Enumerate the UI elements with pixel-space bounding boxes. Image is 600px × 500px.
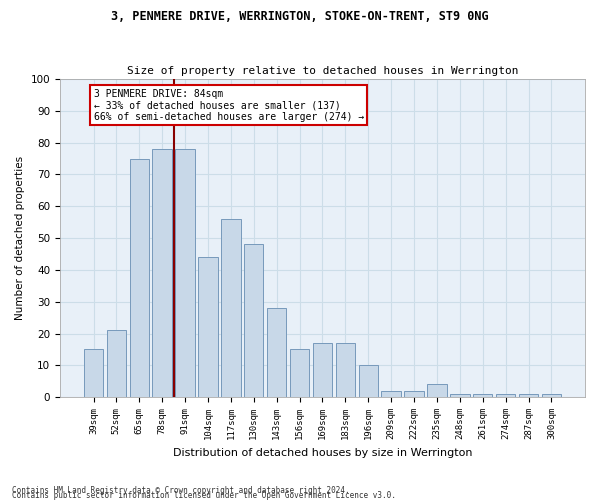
Bar [404,391,424,397]
Bar [84,350,103,397]
Bar [198,257,218,397]
Text: Contains HM Land Registry data © Crown copyright and database right 2024.: Contains HM Land Registry data © Crown c… [12,486,350,495]
Bar [290,350,309,397]
Text: 3 PENMERE DRIVE: 84sqm
← 33% of detached houses are smaller (137)
66% of semi-de: 3 PENMERE DRIVE: 84sqm ← 33% of detached… [94,88,364,122]
Title: Size of property relative to detached houses in Werrington: Size of property relative to detached ho… [127,66,518,76]
X-axis label: Distribution of detached houses by size in Werrington: Distribution of detached houses by size … [173,448,472,458]
Bar [175,149,195,397]
Bar [152,149,172,397]
Bar [496,394,515,397]
Bar [313,343,332,397]
Bar [450,394,470,397]
Bar [107,330,126,397]
Bar [473,394,493,397]
Bar [244,244,263,397]
Bar [130,158,149,397]
Bar [267,308,286,397]
Text: Contains public sector information licensed under the Open Government Licence v3: Contains public sector information licen… [12,491,396,500]
Bar [221,219,241,397]
Y-axis label: Number of detached properties: Number of detached properties [15,156,25,320]
Text: 3, PENMERE DRIVE, WERRINGTON, STOKE-ON-TRENT, ST9 0NG: 3, PENMERE DRIVE, WERRINGTON, STOKE-ON-T… [111,10,489,23]
Bar [382,391,401,397]
Bar [542,394,561,397]
Bar [359,366,378,397]
Bar [427,384,446,397]
Bar [335,343,355,397]
Bar [519,394,538,397]
